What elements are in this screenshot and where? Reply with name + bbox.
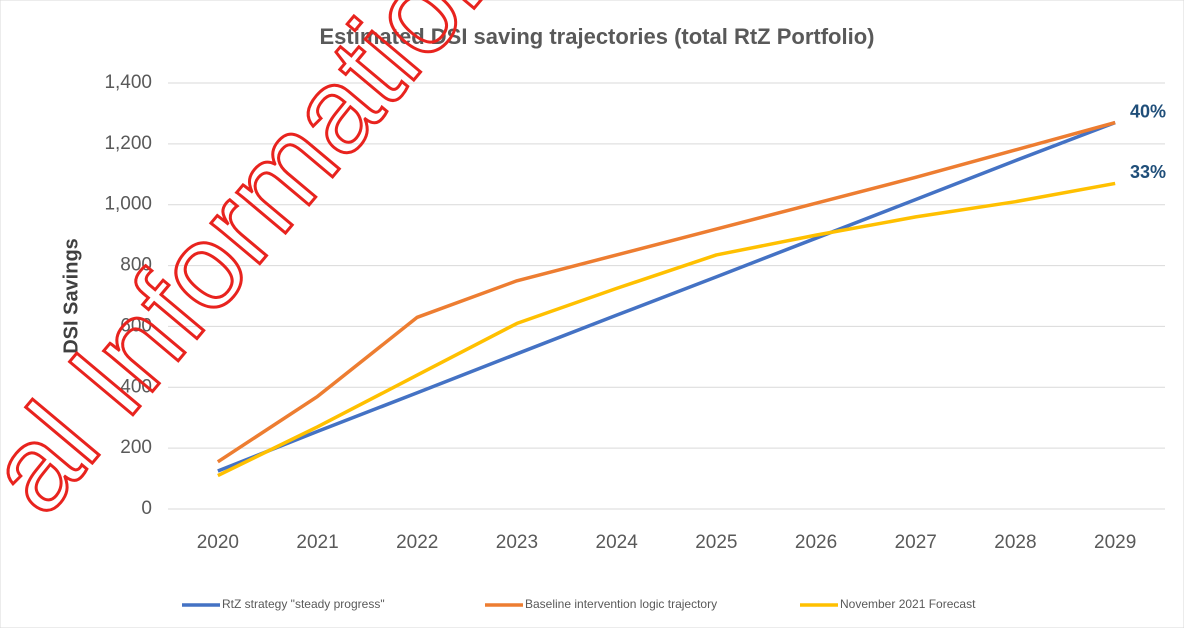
- series-line: [217, 181, 1116, 478]
- y-tick-label: 1,000: [104, 194, 152, 215]
- series-line: [217, 120, 1116, 473]
- x-tick-label: 2029: [1094, 532, 1136, 553]
- y-tick-label: 800: [120, 255, 152, 276]
- x-tick-label: 2020: [197, 532, 239, 553]
- x-tick-label: 2022: [396, 532, 438, 553]
- x-tick-label: 2024: [596, 532, 639, 553]
- x-tick-label: 2026: [795, 532, 837, 553]
- y-tick-label: 200: [120, 437, 152, 458]
- y-tick-label: 0: [141, 498, 152, 519]
- y-axis-label: DSI Savings: [60, 238, 82, 354]
- legend-label: November 2021 Forecast: [840, 597, 976, 611]
- y-tick-label: 1,400: [104, 72, 152, 93]
- y-tick-label: 600: [120, 315, 152, 336]
- annotation: 33%: [1130, 162, 1166, 182]
- legend-label: Baseline intervention logic trajectory: [525, 597, 717, 611]
- x-tick-label: 2027: [895, 532, 937, 553]
- y-tick-label: 400: [120, 376, 152, 397]
- x-tick-label: 2025: [695, 532, 737, 553]
- x-tick-label: 2028: [994, 532, 1036, 553]
- annotation: 40%: [1130, 101, 1166, 121]
- x-tick-label: 2021: [296, 532, 338, 553]
- x-tick-label: 2023: [496, 532, 538, 553]
- y-tick-label: 1,200: [104, 133, 152, 154]
- series-line: [216, 120, 1116, 464]
- chart-title: Estimated DSI saving trajectories (total…: [320, 24, 875, 49]
- legend-label: RtZ strategy "steady progress": [222, 597, 385, 611]
